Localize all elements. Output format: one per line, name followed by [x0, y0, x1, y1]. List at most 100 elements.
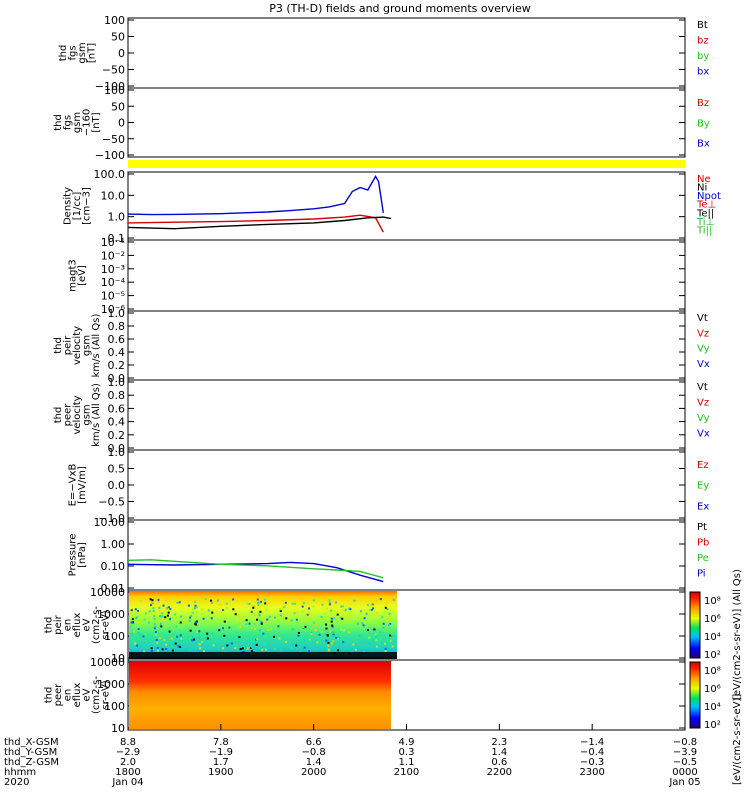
spectro-pixel [134, 642, 137, 645]
y-tick-label: 100 [104, 700, 125, 713]
spectro-pixel [257, 603, 260, 606]
spectro-pixel [312, 599, 315, 602]
spectro-pixel [326, 634, 329, 637]
spectro-pixel [279, 649, 282, 652]
spectro-pixel [130, 610, 133, 613]
y-axis-label: fgs [63, 115, 74, 130]
y-axis-label: (cm2-s- [91, 606, 102, 644]
legend-entry: Pb [697, 538, 709, 549]
spectro-pixel [225, 602, 228, 605]
spectro-pixel [200, 608, 203, 611]
colorbar-tick-label: 10⁸ [704, 596, 721, 607]
spectro-pixel [341, 605, 344, 608]
x-tick-label: −1.9 [209, 747, 233, 758]
colorbar-tick-label: 10² [704, 720, 721, 731]
spectro-pixel [134, 641, 137, 644]
spectro-pixel [332, 640, 335, 643]
spectro-pixel [161, 615, 164, 618]
y-axis-label: [nPa] [77, 542, 88, 568]
x-tick-label: Jan 05 [668, 777, 700, 788]
y-axis-label: Density [63, 187, 74, 225]
spectro-pixel [177, 645, 180, 648]
legend-entry: Te|| [696, 208, 714, 219]
y-axis-label: en [63, 619, 74, 632]
spectro-pixel [285, 640, 288, 643]
spectro-pixel [262, 632, 265, 635]
spectro-pixel [290, 646, 293, 649]
spectro-pixel [209, 599, 212, 602]
x-axis-row-label: hhmm [4, 767, 36, 778]
spectro-pixel [241, 647, 244, 650]
spectro-pixel [311, 605, 314, 608]
spectro-pixel [238, 615, 241, 618]
y-axis-label: [mV/m] [77, 466, 88, 504]
legend-entry: Vt [697, 382, 708, 393]
spectro-pixel [363, 617, 366, 620]
spectro-pixel [253, 605, 256, 608]
spectro-pixel [341, 617, 344, 620]
spectro-pixel [239, 648, 242, 651]
x-tick-label: 1800 [115, 767, 140, 778]
spectro-pixel [320, 615, 323, 618]
y-tick-label: 10 [111, 652, 125, 665]
y-axis-label: [nT] [86, 43, 97, 63]
y-tick-label: −0.5 [98, 496, 125, 509]
spectro-pixel [159, 617, 162, 620]
spectro-pixel [308, 607, 311, 610]
spectro-pixel [190, 614, 193, 617]
y-axis-label: magt3 [67, 259, 78, 292]
spectro-pixel [219, 603, 222, 606]
legend-entry: Ez [697, 460, 709, 471]
y-tick-label: 100 [104, 14, 125, 27]
spectro-pixel [334, 649, 337, 652]
spectro-pixel [150, 649, 153, 652]
spectro-pixel [136, 616, 139, 619]
y-tick-label: 50 [111, 31, 125, 44]
spectro-pixel [158, 637, 161, 640]
y-tick-label: 1.0 [108, 446, 126, 459]
spectro-pixel [230, 642, 233, 645]
spectro-pixel [225, 607, 228, 610]
spectro-pixel [198, 643, 201, 646]
spectro-pixel [171, 649, 174, 652]
x-axis-row-label: thd_X-GSM [4, 737, 59, 748]
spectro-pixel [304, 625, 307, 628]
spectro-pixel [327, 648, 330, 651]
spectro-pixel [134, 608, 137, 611]
spectro-pixel [157, 598, 160, 601]
spectro-pixel [302, 626, 305, 629]
spectro-pixel [365, 612, 368, 615]
y-axis-label: gsm [77, 42, 88, 63]
spectro-pixel [282, 633, 285, 636]
y-axis-label: velocity [72, 395, 83, 434]
spectro-pixel [155, 638, 158, 641]
spectro-pixel [330, 642, 333, 645]
spectro-pixel [167, 611, 170, 614]
spectro-pixel [308, 650, 311, 653]
spectro-pixel [170, 635, 173, 638]
spectro-pixel [234, 646, 237, 649]
spectro-pixel [167, 619, 170, 622]
y-axis-label: [nT] [91, 112, 102, 132]
panel-frame [127, 239, 686, 312]
y-axis-label: eV [82, 688, 93, 701]
spectro-pixel [295, 618, 298, 621]
spectro-pixel [294, 602, 297, 605]
spectro-pixel [239, 625, 242, 628]
spectro-pixel [153, 617, 156, 620]
spectro-pixel [314, 629, 317, 632]
x-tick-label: 0.3 [399, 747, 415, 758]
spectro-pixel [238, 619, 241, 622]
spectro-pixel [308, 638, 311, 641]
spectro-pixel [163, 638, 166, 641]
y-axis-label: gsm [82, 335, 93, 356]
spectro-pixel [321, 603, 324, 606]
spectro-pixel [277, 625, 280, 628]
spectro-pixel [211, 601, 214, 604]
spectro-pixel [354, 648, 357, 651]
y-tick-label: 1.00 [101, 538, 126, 551]
spectro-pixel [390, 633, 393, 636]
spectro-pixel [148, 610, 151, 613]
